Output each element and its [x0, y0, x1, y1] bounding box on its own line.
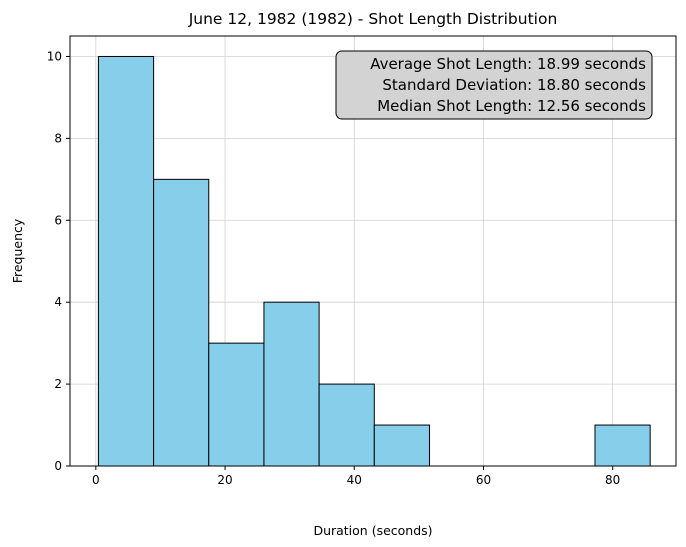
x-tick-label: 40	[347, 473, 362, 487]
x-tick-label: 0	[92, 473, 100, 487]
histogram-bar	[318, 383, 375, 467]
y-tick-label: 10	[47, 49, 62, 63]
y-tick-label: 2	[54, 377, 62, 391]
histogram-bar	[153, 178, 210, 467]
histogram-bar	[594, 424, 651, 467]
y-tick-label: 6	[54, 213, 62, 227]
histogram-bar	[97, 55, 155, 467]
x-tick-label: 60	[476, 473, 491, 487]
y-tick-label: 8	[54, 131, 62, 145]
histogram-bars	[97, 55, 651, 467]
stats-std-dev-line: Standard Deviation: 18.80 seconds	[382, 76, 646, 94]
plot-frame	[69, 35, 677, 467]
stats-annotation: Average Shot Length: 18.99 seconds Stand…	[335, 50, 653, 120]
x-axis-label: Duration (seconds)	[313, 523, 432, 538]
x-tick-label: 80	[605, 473, 620, 487]
y-axis-ticks: 0 2 4 6 8 10	[47, 49, 70, 473]
stats-annotation-box	[335, 50, 653, 120]
x-axis-ticks: 0 20 40 60 80	[92, 466, 620, 487]
histogram-bar	[208, 342, 265, 467]
stats-average-line: Average Shot Length: 18.99 seconds	[370, 55, 646, 73]
histogram-bar	[263, 301, 320, 467]
chart-title: June 12, 1982 (1982) - Shot Length Distr…	[188, 10, 558, 28]
histogram-bar	[373, 424, 430, 467]
x-tick-label: 20	[217, 473, 232, 487]
y-tick-label: 4	[54, 295, 62, 309]
y-axis-label: Frequency	[10, 218, 25, 283]
stats-median-line: Median Shot Length: 12.56 seconds	[377, 97, 646, 115]
y-tick-label: 0	[54, 459, 62, 473]
